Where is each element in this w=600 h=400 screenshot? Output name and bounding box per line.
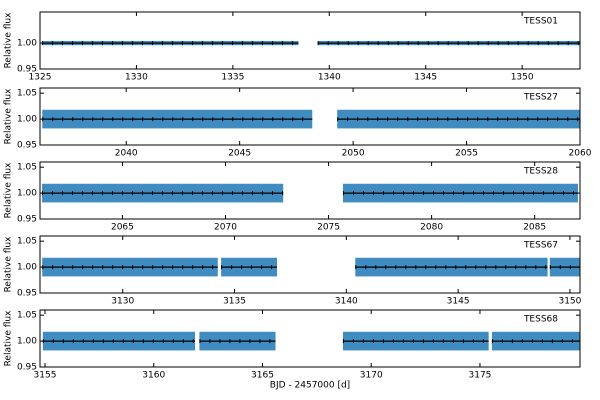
y-tick-label: 1.00 [17, 115, 37, 125]
y-tick-label: 1.00 [17, 337, 37, 347]
y-tick-label: 0.95 [17, 215, 37, 225]
x-tick-label: 2065 [111, 223, 134, 233]
panel-label: TESS01 [523, 17, 558, 27]
y-tick-label: 1.00 [17, 263, 37, 273]
panel-label: TESS67 [523, 241, 558, 251]
x-tick-label: 2040 [115, 149, 138, 159]
panel-label: TESS68 [523, 315, 558, 325]
x-axis-label: BJD - 2457000 [d] [270, 381, 350, 391]
axes-frame [39, 161, 581, 220]
x-tick-label: 3130 [111, 297, 134, 307]
y-tick-label: 1.05 [17, 163, 37, 173]
y-tick-label: 1.00 [17, 39, 37, 49]
y-axis-label: Relative flux [4, 88, 14, 145]
y-axis-label: Relative flux [4, 236, 14, 293]
y-axis-label: Relative flux [4, 162, 14, 219]
y-tick-label: 0.95 [17, 363, 37, 373]
y-tick-label: 1.05 [17, 89, 37, 99]
panel-label: TESS27 [523, 93, 558, 103]
x-tick-label: 2070 [214, 223, 237, 233]
x-tick-label: 1350 [511, 73, 534, 83]
x-tick-label: 2080 [420, 223, 443, 233]
y-tick-label: 1.05 [17, 237, 37, 247]
y-tick-label: 1.05 [17, 311, 37, 321]
y-tick-label: 0.95 [17, 141, 37, 151]
axes-frame [39, 87, 581, 146]
x-tick-label: 1340 [318, 73, 341, 83]
axes-frame [39, 309, 581, 368]
axes-frame [39, 235, 581, 294]
y-tick-label: 0.95 [17, 65, 37, 75]
x-tick-label: 2060 [569, 149, 592, 159]
y-tick-label: 0.95 [17, 289, 37, 299]
x-tick-label: 3165 [251, 371, 274, 381]
x-tick-label: 3145 [447, 297, 470, 307]
x-tick-label: 3150 [558, 297, 581, 307]
x-tick-label: 1335 [221, 73, 244, 83]
x-tick-label: 1330 [125, 73, 148, 83]
x-tick-label: 3170 [360, 371, 383, 381]
x-tick-label: 2085 [523, 223, 546, 233]
x-tick-label: 3140 [335, 297, 358, 307]
x-tick-label: 1345 [414, 73, 437, 83]
x-tick-label: 2055 [455, 149, 478, 159]
panel-label: TESS28 [523, 167, 558, 177]
x-tick-label: 3135 [223, 297, 246, 307]
x-tick-label: 3160 [142, 371, 165, 381]
y-axis-label: Relative flux [4, 310, 14, 367]
y-axis-label: Relative flux [4, 12, 14, 69]
axes-frame [39, 11, 581, 70]
x-tick-label: 2045 [228, 149, 251, 159]
x-tick-label: 3155 [34, 371, 57, 381]
x-tick-label: 3175 [469, 371, 492, 381]
y-tick-label: 1.00 [17, 189, 37, 199]
x-tick-label: 2075 [317, 223, 340, 233]
x-tick-label: 2050 [342, 149, 365, 159]
x-tick-label: 1325 [29, 73, 52, 83]
